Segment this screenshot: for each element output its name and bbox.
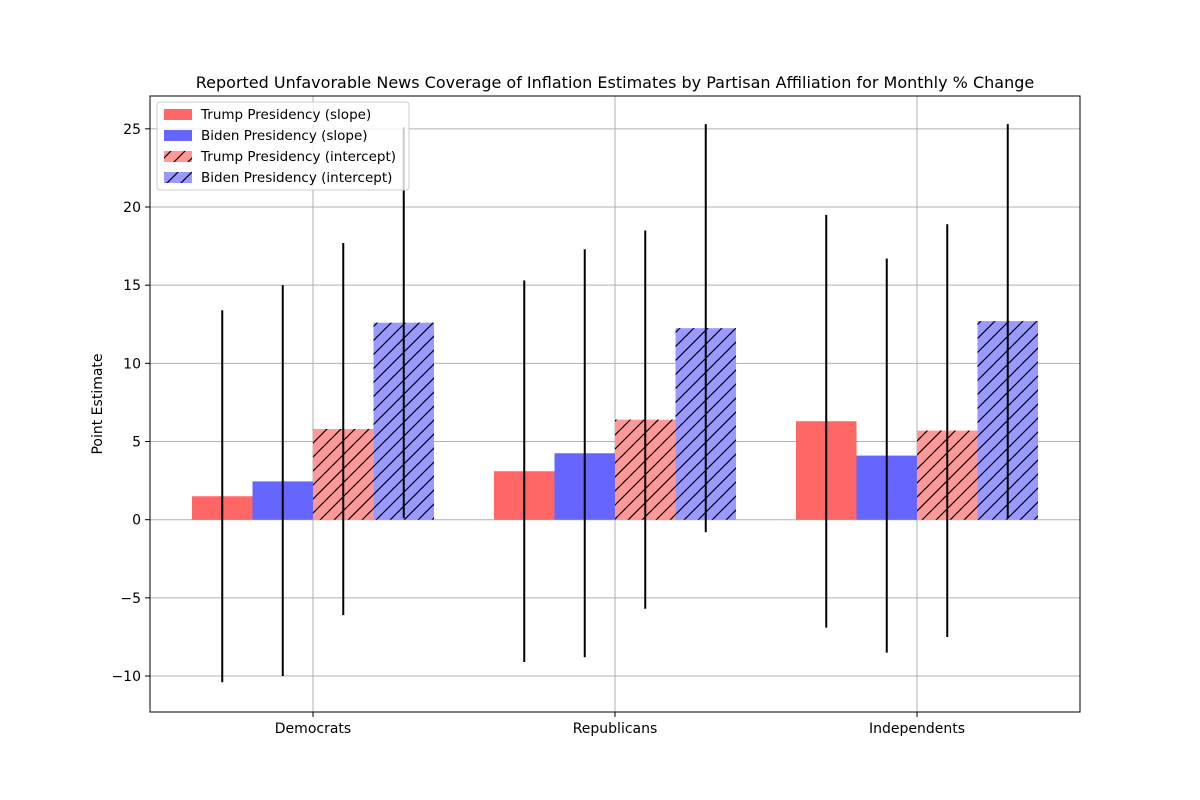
legend-label: Biden Presidency (slope) (201, 128, 368, 144)
chart-title: Reported Unfavorable News Coverage of In… (196, 73, 1034, 92)
legend-label: Trump Presidency (slope) (200, 107, 371, 123)
y-axis-label: Point Estimate (90, 353, 106, 454)
y-axis: −10 −5 0 5 10 15 20 25 (111, 122, 150, 685)
legend-swatch (164, 130, 192, 141)
x-tick-label: Republicans (573, 721, 658, 737)
legend-label: Biden Presidency (intercept) (201, 170, 392, 186)
y-tick-label: 0 (132, 513, 141, 529)
y-tick-label: 25 (123, 122, 141, 138)
y-tick-label: 5 (132, 435, 141, 451)
y-tick-label: 10 (123, 356, 141, 372)
x-tick-label: Democrats (275, 721, 351, 737)
error-bars (221, 124, 1009, 683)
y-tick-label: −10 (111, 669, 141, 685)
legend-swatch-hatch (164, 172, 192, 183)
legend-label: Trump Presidency (intercept) (200, 149, 396, 165)
x-axis: Democrats Republicans Independents (275, 712, 965, 737)
x-tick-label: Independents (869, 721, 965, 737)
y-tick-label: −5 (120, 591, 141, 607)
legend-swatch-hatch (164, 151, 192, 162)
y-tick-label: 20 (123, 200, 141, 216)
legend-swatch (164, 109, 192, 120)
y-tick-label: 15 (123, 278, 141, 294)
legend-box (156, 101, 410, 191)
legend: Trump Presidency (slope) Biden Presidency… (156, 101, 410, 191)
